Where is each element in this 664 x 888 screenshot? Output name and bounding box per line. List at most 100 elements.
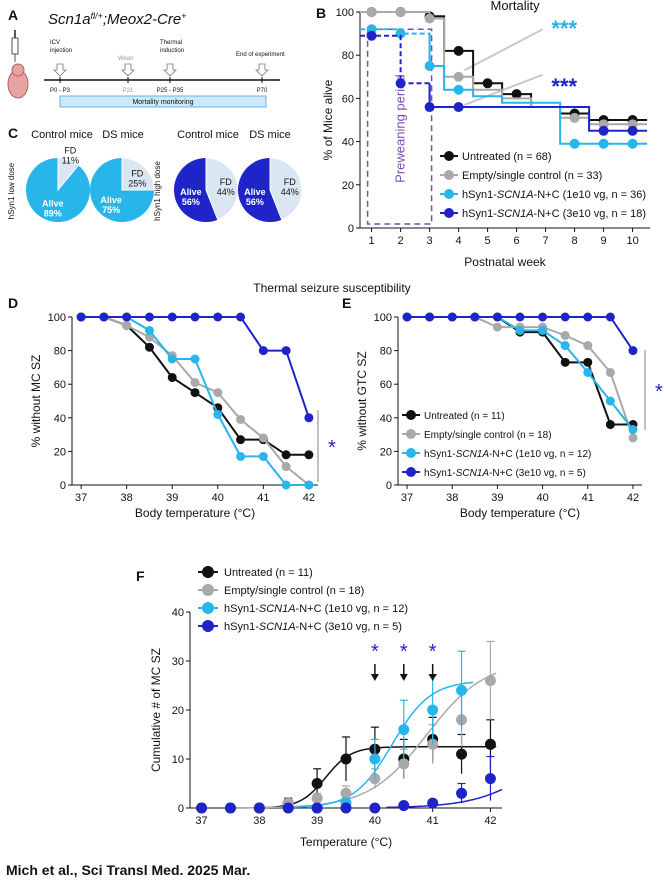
title-part: Scn1a [48, 11, 91, 28]
panel-a-title: Scn1afl/+;Meox2-Cre+ [48, 11, 186, 28]
timeline-arrow-icon [255, 63, 269, 77]
data-point [213, 312, 223, 322]
pie-fd-pct: 44% [217, 187, 235, 197]
panel-letter-f: F [136, 568, 145, 584]
data-point [456, 787, 468, 799]
label-part: Untreated [462, 151, 513, 163]
label-part: Empty/single control [424, 430, 517, 441]
data-point [583, 341, 593, 351]
syringe-barrel [11, 37, 19, 55]
legend-n: (n = 11) [275, 567, 312, 579]
data-point [340, 802, 352, 814]
data-point [281, 346, 291, 356]
panel-letter-c: C [8, 125, 18, 141]
data-point [482, 78, 493, 89]
data-point [605, 367, 615, 377]
x-tick-label: 42 [627, 492, 639, 504]
label-part: -N+C [489, 449, 515, 460]
data-point [258, 433, 268, 443]
pie-alive-pct: 75% [102, 205, 120, 215]
legend-marker [406, 429, 416, 439]
data-point [515, 312, 525, 322]
x-tick-label: 42 [303, 492, 315, 504]
pie-fd-pct: 44% [281, 187, 299, 197]
data-point [224, 802, 236, 814]
pie-alive-label: Alive [100, 195, 122, 205]
data-point [628, 425, 638, 435]
data-point [470, 312, 480, 322]
data-point [453, 102, 464, 113]
pie-fd-label: FD [220, 177, 232, 187]
label-part: SCN1A [497, 189, 534, 201]
legend-n: (1e10 vg, n = 12) [515, 449, 591, 460]
data-point [167, 312, 177, 322]
x-tick-label: 40 [212, 492, 224, 504]
significance-arrow [463, 28, 544, 72]
arrow-head-icon [428, 674, 437, 681]
data-point [398, 758, 410, 770]
data-point [304, 413, 314, 423]
x-tick-label: 37 [75, 492, 87, 504]
y-tick-label: 10 [172, 754, 184, 766]
y-tick-label: 80 [54, 346, 66, 358]
data-point [569, 112, 580, 123]
x-tick-label: 39 [166, 492, 178, 504]
y-tick-label: 100 [374, 312, 392, 324]
x-tick-label: 10 [626, 235, 638, 247]
x-tick-label: 37 [401, 492, 413, 504]
y-tick-label: 40 [54, 413, 66, 425]
data-point [99, 312, 109, 322]
series-line [81, 316, 309, 486]
panel-f-axes: 0 10 20 30 40 37 38 39 40 41 42 Temperature (°C) Cum… [149, 607, 502, 849]
label-part: hSyn1- [424, 468, 456, 479]
data-point [144, 332, 154, 342]
data-point [402, 312, 412, 322]
pie-header: Control mice [177, 129, 239, 141]
y-tick-label: 40 [172, 607, 184, 619]
y-tick-label: 20 [380, 446, 392, 458]
label-part: -N+C (3e10 vg, n = 5) [296, 621, 402, 633]
label-part: Empty/single control [224, 585, 326, 597]
panel-b-legend: Untreated (n = 68) Empty/single control (… [440, 151, 646, 220]
legend-marker [202, 602, 214, 614]
timeline-event-label: Wean [118, 56, 134, 62]
arrow-head-icon [370, 674, 379, 681]
legend-marker [406, 467, 416, 477]
legend-label: Empty/single control (n = 18) [224, 585, 364, 597]
timeline-event-label: Thermal [160, 40, 182, 46]
pie-row-label: hSyn1 high dose [153, 161, 162, 221]
pie-header: DS mice [102, 129, 144, 141]
data-point [190, 354, 200, 364]
data-point [304, 480, 314, 490]
data-point [213, 409, 223, 419]
data-point [311, 802, 323, 814]
pie-alive-label: Alive [42, 198, 64, 208]
data-point [628, 346, 638, 356]
label-part: hSyn1- [462, 189, 497, 201]
panel-d-plot: * [76, 312, 336, 490]
x-tick-label: 7 [543, 235, 549, 247]
data-point [144, 342, 154, 352]
data-point [598, 138, 609, 149]
significance-star: * [328, 437, 336, 459]
x-tick-label: 38 [121, 492, 133, 504]
timeline-range: P70 [257, 88, 268, 94]
y-tick-label: 20 [342, 180, 354, 192]
x-axis-label: Postnatal week [464, 255, 546, 269]
data-point [282, 802, 294, 814]
y-axis-label: % of Mice alive [321, 79, 335, 160]
data-point [167, 372, 177, 382]
x-tick-label: 2 [398, 235, 404, 247]
y-tick-label: 0 [348, 223, 354, 235]
x-tick-label: 39 [491, 492, 503, 504]
legend-marker [444, 151, 454, 161]
data-point [236, 414, 246, 424]
data-point [258, 451, 268, 461]
data-point [213, 388, 223, 398]
data-point [236, 451, 246, 461]
series-low [360, 24, 648, 149]
